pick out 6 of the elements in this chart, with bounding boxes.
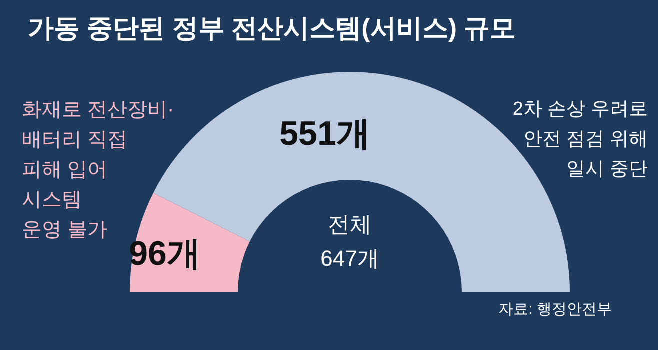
slice-label: 2차 손상 우려로 안전 점검 위해 일시 중단 (512, 99, 648, 180)
slice-label: 화재로 전산장비· 배터리 직접 피해 입어 시스템 운영 불가 (22, 99, 174, 241)
chart-title: 가동 중단된 정부 전산시스템(서비스) 규모 (28, 13, 516, 43)
text: 전체 647개 (320, 212, 380, 271)
data-label: 551개 (280, 115, 370, 153)
text: 자료: 행정안전부 (498, 301, 612, 318)
